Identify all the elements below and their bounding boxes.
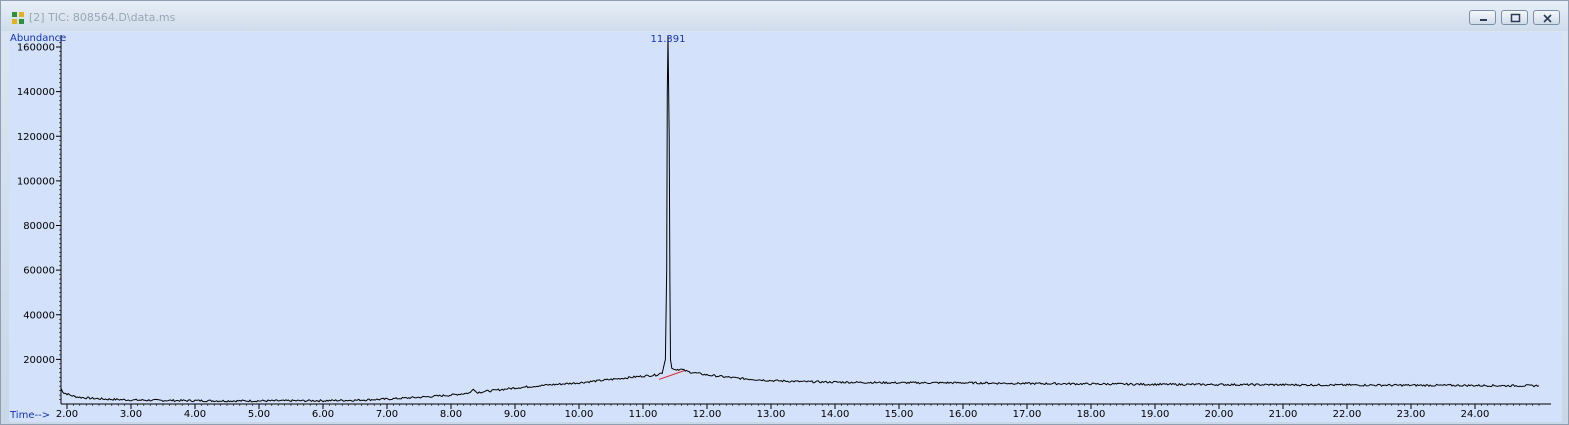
title-bar[interactable]: [2] TIC: 808564.D\data.ms [1, 1, 1568, 31]
close-button[interactable] [1533, 10, 1560, 25]
y-tick-label: 60000 [23, 266, 55, 277]
x-tick-label: 13.00 [757, 409, 786, 420]
x-tick-label: 10.00 [565, 409, 594, 420]
x-tick-label: 21.00 [1269, 409, 1298, 420]
peak-label: 11.391 [651, 34, 686, 45]
x-axis-label: Time--> [9, 410, 50, 421]
restore-button[interactable] [1501, 10, 1528, 25]
x-tick-label: 3.00 [120, 409, 142, 420]
y-axis-label: Abundance [10, 33, 66, 44]
x-tick-label: 17.00 [1013, 409, 1042, 420]
y-tick-label: 100000 [17, 176, 55, 187]
x-tick-label: 4.00 [184, 409, 206, 420]
window-title: [2] TIC: 808564.D\data.ms [29, 11, 176, 24]
x-tick-label: 8.00 [440, 409, 462, 420]
y-tick-label: 160000 [17, 43, 55, 54]
minimize-button[interactable] [1469, 10, 1496, 25]
x-tick-label: 5.00 [248, 409, 270, 420]
y-tick-label: 40000 [23, 310, 55, 321]
y-tick-label: 20000 [23, 355, 55, 366]
x-tick-label: 2.00 [56, 409, 78, 420]
tic-trace [60, 35, 1540, 403]
x-tick-label: 12.00 [693, 409, 722, 420]
y-tick-label: 140000 [17, 87, 55, 98]
x-tick-label: 16.00 [949, 409, 978, 420]
close-icon [1543, 14, 1552, 23]
x-tick-label: 20.00 [1205, 409, 1234, 420]
x-tick-label: 22.00 [1333, 409, 1362, 420]
integration-baseline [658, 370, 685, 380]
x-tick-label: 19.00 [1141, 409, 1170, 420]
x-tick-label: 24.00 [1461, 409, 1490, 420]
minimize-icon [1480, 19, 1487, 21]
y-tick-label: 120000 [17, 132, 55, 143]
x-tick-label: 9.00 [504, 409, 526, 420]
x-tick-label: 23.00 [1397, 409, 1426, 420]
x-tick-label: 11.00 [629, 409, 658, 420]
restore-icon [1510, 13, 1521, 23]
x-tick-label: 15.00 [885, 409, 914, 420]
x-tick-label: 14.00 [821, 409, 850, 420]
x-tick-label: 7.00 [376, 409, 398, 420]
x-tick-label: 6.00 [312, 409, 334, 420]
y-tick-label: 80000 [23, 221, 55, 232]
plot-background [9, 32, 1562, 422]
x-tick-label: 18.00 [1077, 409, 1106, 420]
chemstation-app-icon [12, 12, 24, 24]
